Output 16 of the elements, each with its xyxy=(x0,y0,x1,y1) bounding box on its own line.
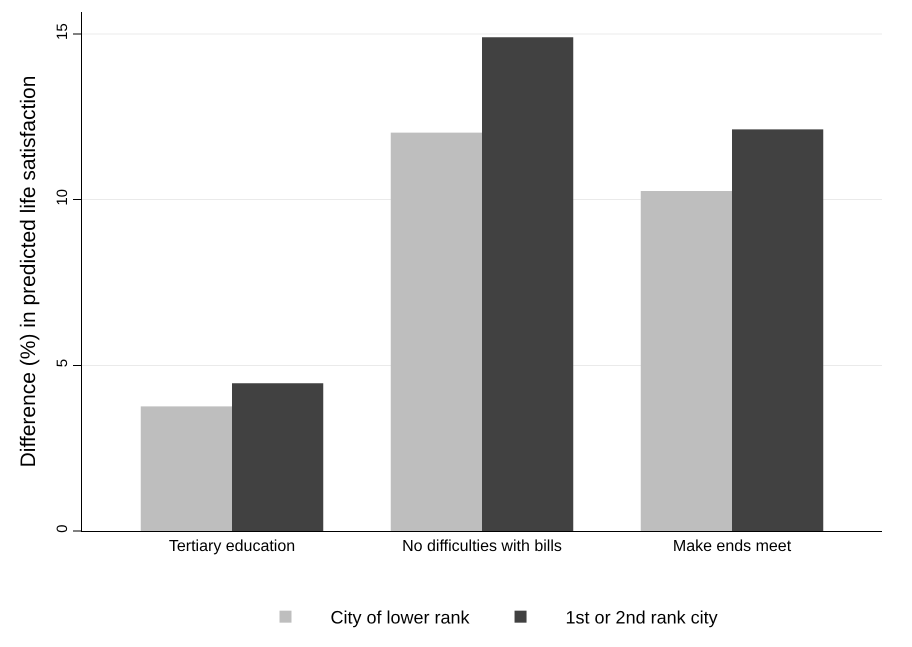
legend-label: City of lower rank xyxy=(330,608,471,628)
x-tick-label: Tertiary education xyxy=(168,538,296,556)
bar xyxy=(390,132,482,531)
bar xyxy=(640,190,732,531)
bar xyxy=(482,37,574,531)
y-axis-title: Difference (%) in predicted life satisfaction xyxy=(17,76,40,468)
y-tick-label: 0 xyxy=(54,524,71,533)
bar xyxy=(732,129,824,531)
x-tick-label: No difficulties with bills xyxy=(402,538,562,556)
bar xyxy=(232,383,324,531)
x-tick-label: Make ends meet xyxy=(672,538,792,556)
y-tick-label: 10 xyxy=(54,188,71,206)
legend-label: 1st or 2nd rank city xyxy=(566,608,718,628)
y-tick-label: 5 xyxy=(54,358,71,368)
bar xyxy=(140,406,232,531)
y-tick-label: 15 xyxy=(54,23,71,40)
